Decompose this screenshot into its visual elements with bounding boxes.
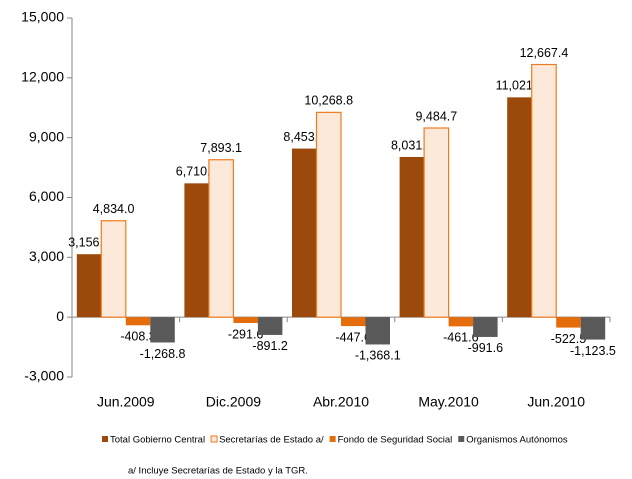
bar	[150, 317, 175, 343]
bar	[315, 111, 342, 318]
bar	[448, 317, 474, 327]
y-tick-label: 0	[56, 308, 64, 324]
y-tick-label: -3,000	[24, 368, 64, 384]
x-tick-label: Jun.2009	[97, 394, 155, 410]
value-label: 7,893.1	[200, 141, 242, 155]
y-tick-label: 15,000	[21, 9, 64, 25]
value-label: -291.6	[228, 327, 263, 341]
bar	[125, 317, 151, 326]
value-label: 6,710.4	[176, 165, 218, 179]
y-tick-label: 3,000	[29, 248, 64, 264]
y-tick-label: 12,000	[21, 69, 64, 85]
bar	[365, 317, 390, 345]
value-label: -447.6	[336, 330, 371, 344]
value-label: -1,368.1	[355, 349, 401, 363]
value-label: -408.3	[120, 330, 155, 344]
y-tick-label: 6,000	[29, 188, 64, 204]
bar	[208, 159, 234, 318]
value-label: -461.6	[443, 331, 478, 345]
bar	[233, 317, 258, 323]
legend-swatch	[210, 435, 218, 443]
value-label: -522.5	[551, 332, 586, 346]
legend-label: Secretarías de Estado a/	[219, 435, 324, 446]
legend-swatch	[329, 436, 336, 442]
bar	[473, 317, 498, 337]
bar	[341, 317, 366, 327]
bar	[292, 148, 317, 318]
value-label: 4,834.0	[93, 202, 135, 216]
bar	[184, 183, 209, 318]
legend-label: Total Gobierno Central	[110, 435, 205, 446]
x-tick-label: Jun.2010	[527, 394, 585, 410]
legend-swatch	[102, 436, 108, 442]
value-label: 3,156.9	[68, 236, 110, 250]
bar	[257, 317, 283, 335]
bar	[423, 127, 450, 318]
value-label: 10,268.8	[304, 94, 353, 108]
value-label: -1,268.8	[140, 347, 186, 361]
bar	[76, 254, 102, 318]
x-tick-label: Dic.2009	[206, 394, 261, 410]
value-label: 12,667.4	[520, 46, 569, 60]
y-tick-label: 9,000	[29, 128, 64, 144]
footnote: a/ Incluye Secretarías de Estado y la TG…	[128, 466, 308, 477]
bar	[507, 97, 532, 318]
legend-label: Organismos Autónomos	[466, 435, 568, 446]
bar	[556, 317, 581, 328]
bar	[399, 156, 425, 318]
legend-label: Fondo de Seguridad Social	[338, 435, 453, 446]
value-label: -1,123.5	[570, 344, 616, 358]
bar	[531, 63, 557, 318]
bar	[580, 317, 606, 340]
x-tick-label: Abr.2010	[313, 394, 369, 410]
value-label: 8,031.5	[391, 138, 433, 152]
value-label: -891.2	[252, 339, 287, 353]
value-label: -991.6	[468, 341, 503, 355]
legend-swatch	[458, 436, 465, 442]
value-label: 8,453.2	[283, 130, 325, 144]
bar	[100, 220, 127, 318]
value-label: 9,484.7	[415, 109, 457, 123]
x-tick-label: May.2010	[418, 394, 479, 410]
